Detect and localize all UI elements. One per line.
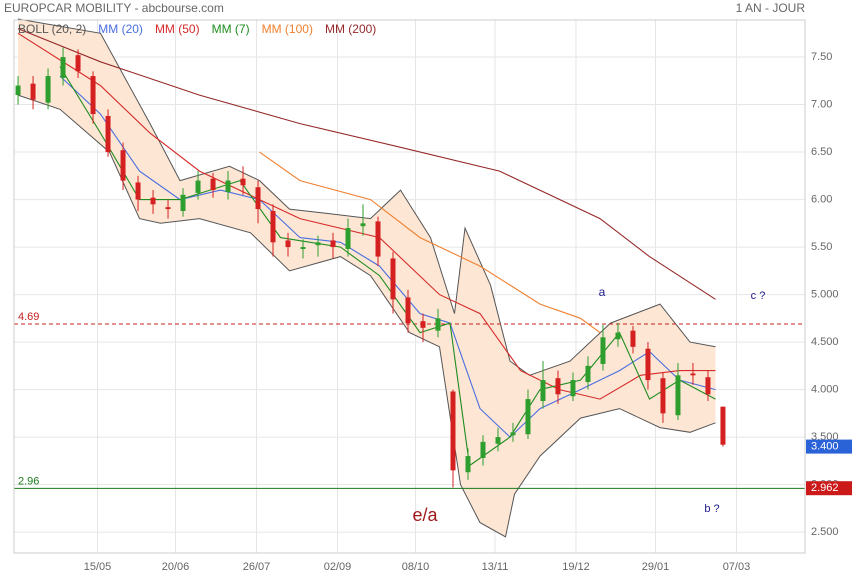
candle-body bbox=[405, 297, 411, 324]
candle-body bbox=[375, 221, 381, 257]
candle-body bbox=[240, 178, 246, 186]
bollinger-lower bbox=[17, 94, 716, 538]
candle-body bbox=[30, 83, 36, 100]
candle-body bbox=[645, 348, 651, 381]
candle-body bbox=[555, 378, 561, 395]
price-tag bbox=[806, 439, 852, 454]
price-tag bbox=[806, 481, 852, 496]
chart-title: EUROPCAR MOBILITY - abcbourse.com bbox=[4, 1, 224, 15]
moving-average bbox=[17, 28, 716, 300]
candle-body bbox=[15, 85, 21, 96]
x-tick-label: 26/07 bbox=[243, 561, 271, 573]
candle-body bbox=[150, 197, 156, 205]
candle-body bbox=[165, 207, 171, 210]
candle-body bbox=[600, 337, 606, 364]
x-tick-label: 15/05 bbox=[84, 561, 112, 573]
candle-body bbox=[630, 330, 636, 347]
bollinger-fill bbox=[18, 19, 716, 537]
annotation: e/a bbox=[412, 505, 438, 525]
x-tick-label: 20/06 bbox=[162, 561, 190, 573]
candle-body bbox=[120, 150, 126, 181]
candle-body bbox=[225, 180, 231, 192]
candle-body bbox=[390, 258, 396, 300]
candle-body bbox=[540, 380, 546, 401]
candle-body bbox=[330, 240, 336, 248]
candle-body bbox=[90, 76, 96, 115]
candle-body bbox=[585, 365, 591, 382]
legend-entry: MM (7) bbox=[212, 22, 250, 36]
candle-body bbox=[435, 318, 441, 331]
candle-body bbox=[690, 373, 696, 376]
candle-body bbox=[465, 456, 471, 473]
candle-body bbox=[615, 332, 621, 340]
annotation: c ? bbox=[751, 290, 766, 302]
candle-body bbox=[60, 57, 66, 78]
annotation: b ? bbox=[704, 503, 719, 515]
y-tick-label: 7.00 bbox=[811, 98, 832, 110]
plot-frame bbox=[13, 19, 806, 554]
y-tick-label: 5.000 bbox=[811, 288, 839, 300]
candle-body bbox=[45, 76, 51, 103]
candle-body bbox=[495, 437, 501, 444]
candle-body bbox=[675, 375, 681, 416]
x-tick-label: 13/11 bbox=[482, 561, 509, 573]
candle-body bbox=[210, 178, 216, 191]
candle-body bbox=[480, 441, 486, 458]
period: 1 AN - JOUR bbox=[736, 1, 806, 15]
legend-entry: BOLL (20, 2) bbox=[18, 22, 86, 36]
candle-body bbox=[75, 55, 81, 72]
level-label: 4.69 bbox=[18, 311, 39, 323]
level-label: 2.96 bbox=[18, 475, 39, 487]
moving-average bbox=[17, 32, 716, 400]
y-tick-label: 2.500 bbox=[811, 526, 839, 538]
candle-body bbox=[180, 194, 186, 211]
price-tag-label: 2.962 bbox=[811, 482, 839, 494]
candle-body bbox=[705, 377, 711, 395]
y-tick-label: 4.000 bbox=[811, 383, 839, 395]
legend-entry: MM (100) bbox=[262, 22, 313, 36]
x-tick-label: 19/12 bbox=[562, 561, 590, 573]
annotation: a bbox=[599, 285, 606, 299]
candle-body bbox=[105, 115, 111, 153]
x-tick-label: 02/09 bbox=[324, 561, 352, 573]
moving-average bbox=[59, 66, 716, 467]
candle-body bbox=[360, 223, 366, 227]
candle-body bbox=[525, 399, 531, 435]
legend-entry: MM (200) bbox=[325, 22, 376, 36]
legend-entry: MM (50) bbox=[155, 22, 200, 36]
candle-body bbox=[300, 247, 306, 249]
legend-entry: MM (20) bbox=[98, 22, 143, 36]
candle-body bbox=[660, 378, 666, 414]
candle-body bbox=[510, 432, 516, 436]
x-tick-label: 08/10 bbox=[402, 561, 430, 573]
y-tick-label: 5.50 bbox=[811, 241, 832, 253]
y-tick-label: 6.00 bbox=[811, 193, 832, 205]
candle-body bbox=[450, 391, 456, 471]
y-tick-label: 7.50 bbox=[811, 51, 832, 63]
bollinger-upper bbox=[17, 18, 716, 376]
candle-body bbox=[720, 406, 726, 445]
candle-body bbox=[135, 182, 141, 200]
candle-body bbox=[570, 380, 576, 397]
candle-body bbox=[315, 242, 321, 246]
candle-body bbox=[255, 187, 261, 210]
y-tick-label: 6.50 bbox=[811, 146, 832, 158]
candle-body bbox=[285, 240, 291, 248]
x-tick-label: 29/01 bbox=[642, 561, 670, 573]
y-tick-label: 4.500 bbox=[811, 336, 839, 348]
candle-body bbox=[420, 321, 426, 328]
candle-body bbox=[345, 228, 351, 249]
candle-body bbox=[270, 210, 276, 243]
candle-body bbox=[195, 180, 201, 193]
x-tick-label: 07/03 bbox=[723, 561, 751, 573]
price-tag-label: 3.400 bbox=[811, 440, 839, 452]
moving-average bbox=[259, 151, 601, 334]
